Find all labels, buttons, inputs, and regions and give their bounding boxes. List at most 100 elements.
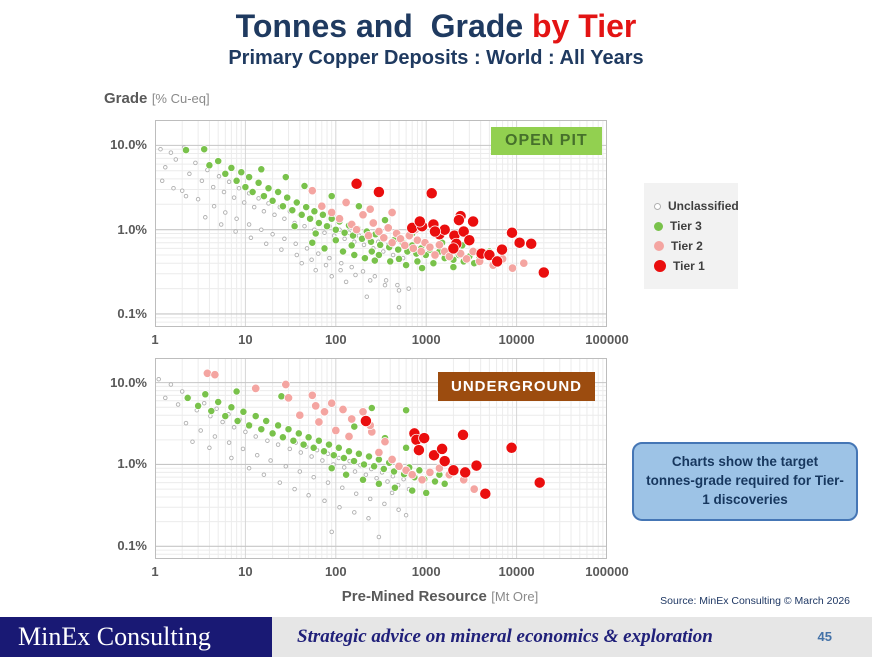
x-tick-label: 10 [238, 332, 253, 347]
point-unclassified [243, 429, 248, 435]
point-tier-1 [447, 242, 460, 255]
point-unclassified [221, 189, 227, 195]
point-tier-2 [317, 201, 327, 211]
point-tier-2 [358, 210, 368, 220]
point-tier-3 [354, 449, 363, 458]
point-tier-3 [281, 173, 290, 182]
scatter-plot [154, 358, 608, 559]
callout-box: Charts show the target tonnes-grade requ… [632, 442, 858, 521]
point-tier-1 [463, 234, 476, 247]
point-unclassified [302, 223, 307, 229]
point-tier-1 [372, 186, 385, 198]
point-tier-1 [513, 236, 526, 249]
point-tier-1 [412, 444, 425, 457]
point-tier-1 [506, 226, 518, 239]
x-tick-label: 100000 [585, 564, 629, 579]
point-tier-2 [425, 242, 435, 252]
point-tier-3 [207, 407, 216, 415]
point-tier-2 [311, 401, 321, 411]
point-tier-2 [283, 393, 294, 403]
point-unclassified [229, 455, 234, 461]
point-tier-3 [367, 247, 376, 256]
point-tier-3 [299, 440, 308, 449]
point-unclassified [246, 465, 252, 471]
point-tier-3 [268, 196, 277, 205]
point-unclassified [195, 196, 201, 202]
point-tier-2 [374, 447, 384, 458]
y-axis-title-unit: [% Cu-eq] [151, 91, 210, 106]
page-number: 45 [817, 629, 832, 644]
point-tier-3 [334, 443, 343, 452]
point-tier-3 [251, 412, 260, 421]
open-pit-badge: OPEN PIT [491, 127, 602, 155]
point-tier-3 [183, 393, 192, 402]
point-tier-2 [469, 484, 479, 494]
legend-item: Unclassified [654, 199, 739, 213]
point-tier-2 [341, 197, 351, 208]
point-unclassified [220, 419, 225, 425]
point-tier-2 [425, 467, 435, 477]
point-unclassified [353, 272, 358, 278]
point-unclassified [395, 282, 400, 288]
point-unclassified [372, 274, 378, 279]
point-unclassified [343, 279, 349, 285]
point-tier-3 [308, 238, 317, 247]
point-tier-1 [467, 215, 480, 228]
point-tier-3 [342, 470, 351, 479]
scatter-plot [154, 120, 608, 327]
point-tier-2 [456, 249, 466, 259]
point-tier-3 [254, 178, 263, 187]
point-tier-3 [289, 436, 298, 445]
point-tier-3 [232, 387, 241, 396]
point-tier-3 [257, 165, 266, 174]
point-tier-3 [274, 188, 283, 196]
point-tier-3 [283, 193, 292, 202]
point-unclassified [210, 184, 216, 190]
point-unclassified [265, 438, 270, 443]
point-tier-3 [248, 188, 257, 196]
point-tier-2 [327, 207, 337, 218]
point-tier-2 [507, 263, 518, 273]
point-tier-1 [479, 487, 492, 500]
point-unclassified [337, 505, 342, 510]
point-tier-3 [339, 247, 347, 256]
point-tier-3 [329, 451, 338, 460]
point-unclassified [382, 501, 387, 507]
point-unclassified [246, 222, 252, 227]
point-unclassified [163, 395, 168, 401]
point-unclassified [203, 215, 208, 220]
point-tier-3 [350, 457, 358, 466]
point-unclassified [389, 490, 395, 496]
point-tier-2 [281, 379, 291, 390]
point-tier-3 [360, 460, 368, 469]
point-unclassified [360, 269, 366, 274]
point-tier-3 [232, 176, 241, 185]
legend-item: Tier 2 [654, 239, 728, 253]
point-tier-3 [205, 161, 214, 170]
point-tier-2 [408, 243, 418, 253]
point-tier-3 [292, 198, 301, 207]
point-tier-2 [251, 383, 261, 393]
point-tier-2 [416, 246, 426, 257]
point-tier-3 [340, 228, 349, 237]
point-tier-1 [429, 225, 441, 238]
point-tier-3 [429, 259, 438, 268]
point-tier-2 [314, 417, 324, 427]
legend-dot-icon [654, 202, 661, 210]
point-tier-1 [457, 225, 470, 238]
brand-logo: MinEx Consulting [0, 617, 272, 657]
point-tier-2 [387, 238, 397, 248]
point-unclassified [251, 204, 257, 210]
point-tier-2 [319, 407, 330, 417]
point-tier-3 [284, 425, 293, 434]
point-tier-2 [374, 226, 384, 237]
point-tier-3 [374, 251, 383, 259]
point-tier-2 [365, 204, 375, 214]
point-tier-2 [352, 225, 362, 235]
point-tier-2 [338, 404, 348, 415]
point-tier-3 [320, 244, 329, 253]
point-unclassified [253, 434, 258, 439]
point-unclassified [270, 232, 275, 237]
point-unclassified [352, 469, 358, 474]
point-tier-3 [449, 263, 458, 272]
